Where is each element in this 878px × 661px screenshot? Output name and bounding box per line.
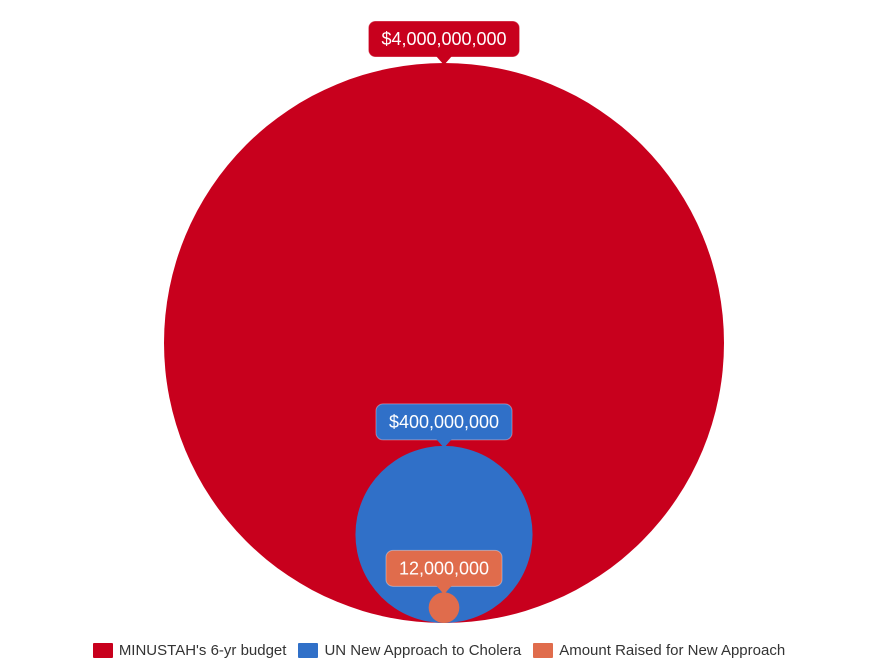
data-label-text: 12,000,000 [399,558,489,578]
data-label-pointer [436,585,452,595]
data-label-pointer [436,56,452,65]
bubble-minustah-s-6-yr-budget[interactable] [164,63,724,623]
legend-swatch-amount-raised [533,643,554,658]
legend-label-minustah: MINUSTAH's 6-yr budget [118,642,287,659]
legend: MINUSTAH's 6-yr budget UN New Approach t… [0,640,878,661]
legend-swatch-minustah [92,643,113,658]
legend-item-minustah[interactable]: MINUSTAH's 6-yr budget [92,642,287,659]
bubble-amount-raised-for-new-approach[interactable] [428,592,460,623]
legend-label-un-new-approach: UN New Approach to Cholera [324,642,522,659]
legend-label-amount-raised: Amount Raised for New Approach [559,642,786,659]
data-label-minustah-s-6-yr-budget: $4,000,000,000 [367,20,521,65]
data-label-un-new-approach-to-cholera: $400,000,000 [375,403,513,448]
legend-item-amount-raised[interactable]: Amount Raised for New Approach [533,642,785,659]
legend-item-un-new-approach[interactable]: UN New Approach to Cholera [298,642,521,659]
legend-swatch-un-new-approach [298,643,319,658]
data-label-amount-raised-for-new-approach: 12,000,000 [385,549,503,595]
data-label-pointer [436,438,452,448]
data-label-text: $4,000,000,000 [381,29,506,49]
data-label-text: $400,000,000 [389,412,499,432]
